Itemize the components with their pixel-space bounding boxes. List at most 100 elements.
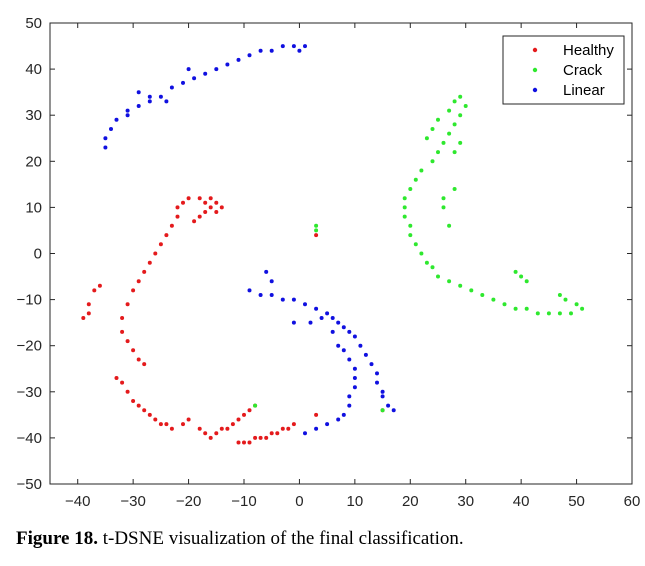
data-point [352,376,357,380]
data-point [214,67,219,72]
data-point [380,389,385,394]
figure-caption: Figure 18. t-DSNE visualization of the f… [16,528,636,550]
data-point [197,426,202,431]
data-point [125,113,130,118]
data-point [330,329,335,334]
data-point [303,431,307,436]
data-point [181,80,185,85]
data-point [208,435,213,440]
data-point [147,94,152,99]
data-point [408,233,413,238]
caption-text: t-DSNE visualization of the final classi… [102,528,464,549]
x-tick-label: −40 [65,493,90,510]
data-point [286,426,291,431]
data-point [513,306,518,311]
data-point [391,408,396,413]
data-point [452,99,457,104]
data-point [125,302,130,307]
data-point [225,426,230,431]
data-point [380,394,385,399]
data-point [491,297,496,302]
data-point [125,389,130,394]
data-point [175,214,180,219]
data-point [197,214,202,219]
data-point [103,145,108,150]
data-point [114,376,119,380]
data-point [447,223,452,228]
data-point [247,53,252,58]
data-point [219,205,224,210]
data-point [336,343,341,348]
data-point [480,293,485,297]
data-point [314,412,319,417]
data-point [169,85,174,90]
data-point [358,343,363,348]
data-point [131,288,136,293]
data-point [164,422,169,427]
data-point [203,200,208,205]
data-point [280,297,285,302]
data-point [413,177,418,182]
data-point [269,279,274,284]
data-point [247,288,252,293]
data-point [469,288,474,293]
data-point [341,325,346,330]
data-point [347,394,352,399]
y-tick-label: 50 [25,15,42,32]
data-point [502,302,507,307]
legend-label: Linear [563,82,605,99]
data-point [258,48,263,53]
data-point [280,426,285,431]
data-point [341,412,346,417]
data-point [436,274,440,279]
data-point [181,200,185,205]
data-point [242,440,246,445]
data-point [386,403,391,408]
data-point [125,339,130,344]
y-tick-label: 0 [34,246,42,263]
y-tick-label: 20 [25,153,42,170]
data-point [380,408,385,413]
data-point [125,108,130,113]
data-point [375,380,379,385]
x-tick-label: −20 [176,493,201,510]
data-point [347,357,352,362]
data-point [214,210,219,214]
data-point [347,403,352,408]
data-point [131,348,136,353]
y-tick-label: −30 [17,384,42,401]
data-point [192,219,197,224]
data-point [164,99,169,104]
data-point [236,440,241,445]
data-point [430,265,435,270]
data-point [164,233,169,238]
data-point [92,288,97,293]
data-point [269,293,274,297]
data-point [447,131,452,136]
data-point [208,205,213,210]
data-point [214,431,219,436]
data-point [186,67,191,72]
data-point [319,316,324,320]
data-point [419,168,424,173]
data-point [136,104,141,108]
x-tick-label: 30 [457,493,474,510]
data-point [314,306,319,311]
data-point [463,104,468,108]
data-point [236,417,241,422]
data-point [458,94,463,99]
figure-number: Figure 18. [16,528,98,549]
data-point [86,311,91,316]
data-point [253,435,258,440]
plot-area [81,44,585,445]
data-point [142,269,147,274]
data-point [181,422,185,427]
data-point [546,311,551,316]
data-point [363,352,368,357]
legend-label: Healthy [563,42,614,59]
data-point [430,159,435,164]
data-point [186,196,191,201]
data-point [336,417,341,422]
data-point [452,150,457,155]
x-tick-label: 40 [513,493,530,510]
